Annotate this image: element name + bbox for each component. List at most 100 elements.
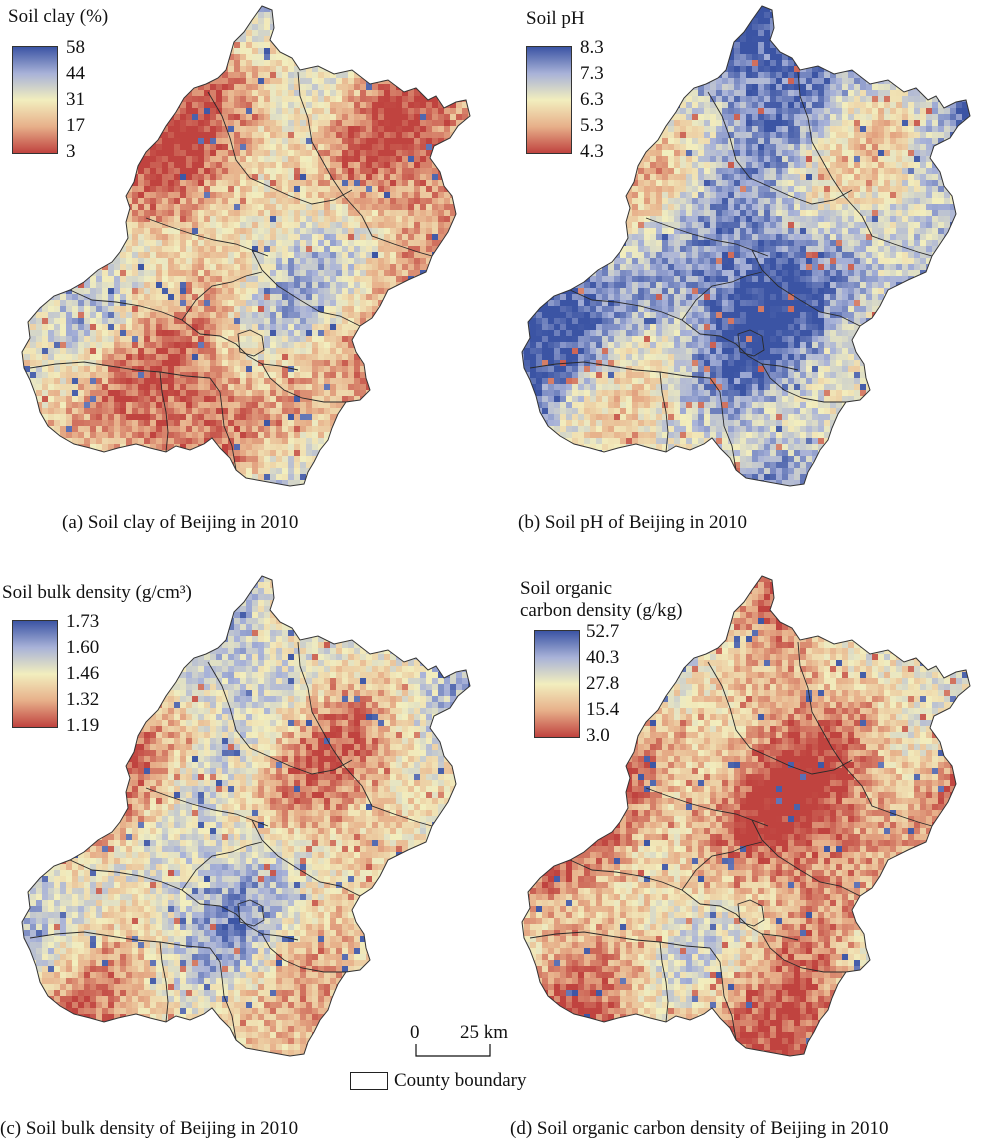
county-boundary-line-3 — [843, 195, 933, 257]
legend-tick-1: 58 — [66, 38, 85, 58]
legend-color-ramp — [534, 630, 580, 738]
beijing-boundary — [21, 575, 471, 1057]
county-boundary-line-2 — [297, 71, 345, 197]
beijing-boundary — [521, 5, 971, 487]
legend-tick-1: 1.73 — [66, 612, 99, 632]
county-boundary-line-7 — [181, 841, 263, 891]
legend-title: Soil pH — [526, 8, 585, 30]
legend-tick-4: 1.32 — [66, 690, 99, 710]
county-boundary-line-1 — [207, 91, 353, 205]
county-boundary-line-11 — [209, 947, 237, 1041]
scale-bar — [415, 1044, 491, 1057]
county-boundaries — [529, 71, 933, 471]
legend-tick-3: 27.8 — [586, 674, 619, 694]
scale-bar-zero-label: 0 — [410, 1022, 420, 1044]
county-boundary-line-1 — [707, 91, 853, 205]
legend-tick-2: 40.3 — [586, 648, 619, 668]
county-boundary-line-12 — [261, 933, 346, 973]
scale-bar-distance-label: 25 km — [460, 1022, 508, 1044]
county-boundary-line-3 — [343, 195, 433, 257]
panel-caption: (a) Soil clay of Beijing in 2010 — [62, 512, 298, 534]
county-boundary-line-9 — [237, 899, 265, 927]
map-panel-b: Soil pH 8.3 7.3 6.3 5.3 4.3 (b) Soil pH … — [500, 0, 1000, 550]
county-boundary-line-11 — [709, 377, 737, 471]
county-boundary-line-8 — [199, 333, 299, 371]
legend-tick-1: 8.3 — [580, 38, 604, 58]
map-panel-a: Soil clay (%) 58 44 31 17 3 (a) Soil cla… — [0, 0, 500, 550]
county-boundary-line-5 — [251, 249, 361, 327]
beijing-boundary — [21, 5, 471, 487]
county-boundary-line-1 — [207, 661, 353, 775]
legend-title-line-1: Soil clay (%) — [8, 6, 108, 28]
map-panel-c: Soil bulk density (g/cm³) 1.73 1.60 1.46… — [0, 570, 500, 1145]
county-boundary-line-10 — [529, 931, 711, 949]
legend-tick-5: 4.3 — [580, 142, 604, 162]
county-boundaries — [529, 641, 933, 1041]
county-boundary-line-7 — [181, 271, 263, 321]
county-boundary-line-8 — [699, 333, 799, 371]
county-boundary-line-3 — [843, 765, 933, 827]
county-boundary-line-5 — [751, 249, 861, 327]
county-boundary-line-12 — [761, 363, 846, 403]
legend-tick-5: 3.0 — [586, 726, 610, 746]
county-boundary-line-8 — [699, 903, 799, 941]
soil-bulk-density-map — [21, 575, 471, 1057]
county-boundary-swatch — [350, 1072, 388, 1090]
legend-title: Soil clay (%) — [8, 6, 108, 28]
legend-tick-4: 5.3 — [580, 116, 604, 136]
county-boundary-line-2 — [297, 641, 345, 767]
legend-tick-5: 1.19 — [66, 716, 99, 736]
beijing-boundary — [521, 575, 971, 1057]
legend-title-line-1: Soil pH — [526, 8, 585, 30]
legend-tick-2: 44 — [66, 64, 85, 84]
legend-title: Soil bulk density (g/cm³) — [2, 582, 192, 604]
county-boundaries — [29, 641, 433, 1041]
legend-color-ramp — [12, 620, 58, 728]
legend-tick-4: 15.4 — [586, 700, 619, 720]
county-boundary-line-9 — [737, 899, 765, 927]
legend-tick-2: 7.3 — [580, 64, 604, 84]
legend-title-line-2: carbon density (g/kg) — [520, 600, 683, 622]
county-boundary-line-13 — [159, 941, 169, 1023]
county-boundary-line-3 — [343, 765, 433, 827]
county-boundary-line-8 — [199, 903, 299, 941]
legend-tick-5: 3 — [66, 142, 76, 162]
panel-caption: (d) Soil organic carbon density of Beiji… — [510, 1118, 889, 1140]
county-boundary-line-7 — [681, 841, 763, 891]
county-boundary-line-5 — [251, 819, 361, 897]
county-boundary-line-11 — [209, 377, 237, 471]
legend-tick-3: 1.46 — [66, 664, 99, 684]
county-boundary-line-10 — [29, 931, 211, 949]
county-boundary-line-5 — [751, 819, 861, 897]
county-boundary-line-1 — [707, 661, 853, 775]
county-boundary-line-2 — [797, 71, 845, 197]
county-boundary-line-11 — [709, 947, 737, 1041]
county-boundary-line-12 — [761, 933, 846, 973]
soil-ph-map — [521, 5, 971, 487]
county-boundary-line-13 — [659, 371, 669, 453]
county-boundary-line-2 — [797, 641, 845, 767]
county-boundaries — [29, 71, 433, 471]
legend-tick-3: 6.3 — [580, 90, 604, 110]
county-boundary-line-9 — [737, 329, 765, 357]
map-panel-d: Soil organic carbon density (g/kg) 52.7 4… — [500, 570, 1000, 1145]
legend-color-ramp — [12, 46, 58, 154]
legend-tick-1: 52.7 — [586, 622, 619, 642]
county-boundary-label: County boundary — [394, 1070, 526, 1092]
legend-title: Soil organic carbon density (g/kg) — [520, 578, 683, 622]
legend-color-ramp — [526, 46, 572, 154]
county-boundary-line-10 — [529, 361, 711, 379]
county-boundary-line-10 — [29, 361, 211, 379]
county-boundary-line-13 — [159, 371, 169, 453]
county-boundary-line-7 — [681, 271, 763, 321]
county-boundary-line-9 — [237, 329, 265, 357]
legend-title-line-1: Soil organic — [520, 578, 683, 600]
legend-title-line-1: Soil bulk density (g/cm³) — [2, 582, 192, 604]
legend-tick-3: 31 — [66, 90, 85, 110]
panel-caption: (b) Soil pH of Beijing in 2010 — [518, 512, 747, 534]
county-boundary-line-13 — [659, 941, 669, 1023]
legend-tick-2: 1.60 — [66, 638, 99, 658]
county-boundary-line-12 — [261, 363, 346, 403]
legend-tick-4: 17 — [66, 116, 85, 136]
panel-caption: (c) Soil bulk density of Beijing in 2010 — [0, 1118, 298, 1140]
